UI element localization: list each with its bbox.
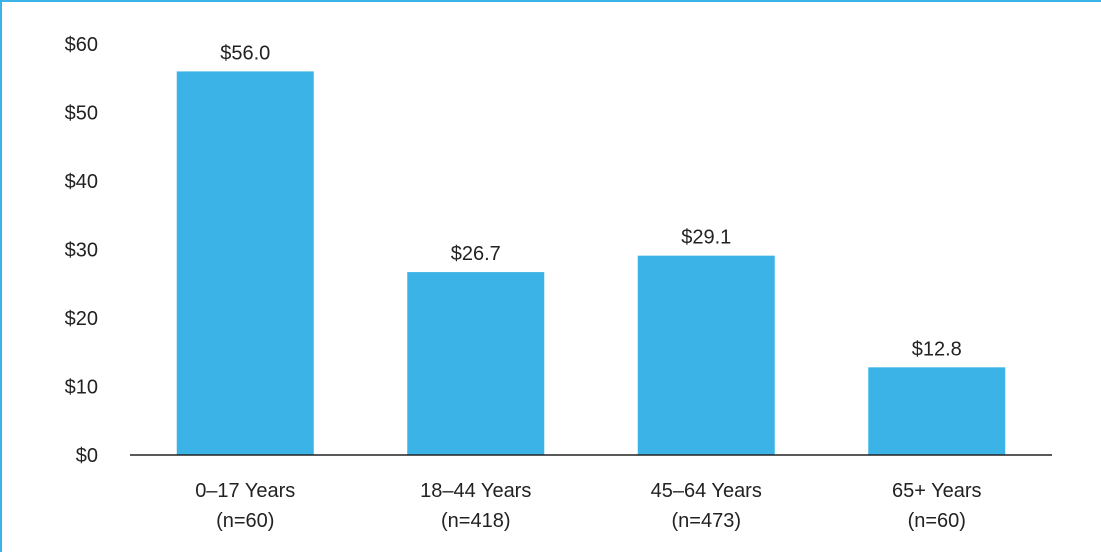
bar-0 (176, 71, 314, 456)
x-tick-label-2: 45–64 Years (651, 480, 762, 502)
x-tick-label-3: 65+ Years (892, 480, 982, 502)
y-tick-label-5: $50 (65, 103, 98, 125)
y-tick-label-2: $20 (65, 308, 98, 330)
x-tick-sample-size-2: (n=473) (672, 510, 742, 532)
data-label-1: $26.7 (451, 243, 501, 265)
x-tick-sample-size-1: (n=418) (441, 510, 511, 532)
bar-2 (637, 255, 775, 455)
x-tick-label-1: 18–44 Years (420, 480, 531, 502)
x-tick-sample-size-0: (n=60) (216, 510, 274, 532)
data-label-2: $29.1 (681, 227, 731, 249)
y-tick-label-3: $30 (65, 240, 98, 262)
data-label-3: $12.8 (912, 338, 962, 360)
y-tick-label-1: $10 (65, 377, 98, 399)
x-tick-label-0: 0–17 Years (195, 480, 295, 502)
y-tick-label-4: $40 (65, 171, 98, 193)
x-tick-sample-size-3: (n=60) (908, 510, 966, 532)
y-tick-label-0: $0 (76, 445, 98, 467)
data-label-0: $56.0 (220, 42, 270, 64)
y-axis: $0 $10 $20 $30 $40 $50 $60 (65, 34, 98, 467)
bar-3 (868, 367, 1006, 455)
data-labels: $56.0 $26.7 $29.1 $12.8 (220, 42, 962, 360)
bar-1 (407, 272, 545, 455)
bars (176, 71, 1006, 456)
y-tick-label-6: $60 (65, 34, 98, 56)
x-axis: 0–17 Years (n=60) 18–44 Years (n=418) 45–64 … (130, 454, 1052, 532)
